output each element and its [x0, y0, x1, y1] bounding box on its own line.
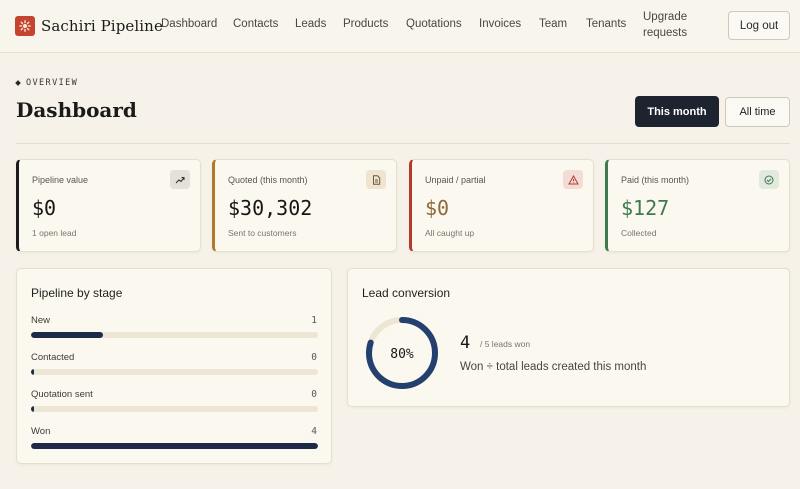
stat-label: Pipeline value [32, 175, 89, 185]
stage-bar-fill [31, 406, 35, 412]
panel-title: Pipeline by stage [31, 286, 123, 300]
stat-card-paid: Paid (this month) $127 Collected [605, 159, 790, 252]
stage-bar-fill [31, 332, 103, 338]
stat-value: $0 [32, 196, 57, 220]
stage-bar-won [31, 443, 318, 449]
stage-bar-fill [31, 369, 35, 375]
stage-count-contacted: 0 [311, 352, 317, 363]
top-navigation-bar: Sachiri Pipeline Dashboard Contacts Lead… [0, 0, 800, 53]
divider [16, 143, 790, 144]
logout-button[interactable]: Log out [728, 11, 790, 40]
donut-percent-label: 80% [390, 347, 414, 362]
stage-count-new: 1 [311, 315, 317, 326]
stat-subtext: All caught up [425, 228, 475, 238]
nav-dashboard[interactable]: Dashboard [161, 18, 218, 30]
conversion-description: Won ÷ total leads created this month [460, 361, 647, 373]
stat-card-pipeline-value: Pipeline value $0 1 open lead [16, 159, 201, 252]
eyebrow-text: OVERVIEW [26, 78, 79, 88]
diamond-icon [15, 80, 21, 86]
brand-logo-icon [15, 16, 35, 36]
nav-tenants[interactable]: Tenants [586, 18, 627, 30]
nav-products[interactable]: Products [343, 18, 389, 30]
brand-name: Sachiri Pipeline [41, 17, 163, 35]
stat-subtext: Sent to customers [228, 228, 297, 238]
trend-up-icon [170, 170, 190, 189]
nav-upgrade-line1: Upgrade [643, 11, 688, 23]
nav-team[interactable]: Team [539, 18, 568, 30]
conversion-total-label: / 5 leads won [480, 339, 531, 349]
pipeline-by-stage-panel: Pipeline by stage New 1 Contacted 0 Quot… [16, 268, 332, 464]
nav-upgrade-line2: requests [643, 27, 688, 39]
nav-contacts[interactable]: Contacts [233, 18, 279, 30]
nav-leads[interactable]: Leads [295, 18, 327, 30]
stage-bar-quotation-sent [31, 406, 318, 412]
range-all-time-button[interactable]: All time [725, 97, 790, 127]
panel-title: Lead conversion [362, 286, 451, 300]
check-circle-icon [759, 170, 779, 189]
donut-progress-arc [366, 317, 438, 389]
stage-count-quotation-sent: 0 [311, 389, 317, 400]
lead-conversion-panel: Lead conversion 80% 4 / 5 leads won Won … [347, 268, 790, 407]
brand[interactable]: Sachiri Pipeline [15, 15, 163, 37]
document-icon [366, 170, 386, 189]
range-this-month-button[interactable]: This month [635, 96, 719, 127]
stage-bar-contacted [31, 369, 318, 375]
stat-subtext: Collected [621, 228, 657, 238]
stat-subtext: 1 open lead [32, 228, 77, 238]
warning-icon [563, 170, 583, 189]
stat-card-quoted: Quoted (this month) $30,302 Sent to cust… [212, 159, 397, 252]
section-eyebrow: OVERVIEW [15, 78, 79, 88]
stage-label-quotation-sent: Quotation sent [31, 389, 93, 400]
conversion-won-count: 4 [460, 333, 471, 353]
stat-card-unpaid: Unpaid / partial $0 All caught up [409, 159, 594, 252]
stage-count-won: 4 [311, 426, 317, 437]
page-title: Dashboard [16, 98, 137, 122]
stage-label-contacted: Contacted [31, 352, 75, 363]
conversion-donut-chart: 80% [366, 317, 438, 389]
stage-label-won: Won [31, 426, 51, 437]
stat-label: Paid (this month) [621, 175, 690, 185]
stat-label: Quoted (this month) [228, 175, 308, 185]
stage-bar-fill [31, 443, 318, 449]
stage-bar-new [31, 332, 318, 338]
stage-label-new: New [31, 315, 51, 326]
stat-value: $127 [621, 196, 670, 220]
nav-quotations[interactable]: Quotations [406, 18, 462, 30]
nav-invoices[interactable]: Invoices [479, 18, 522, 30]
nav-upgrade-requests[interactable]: Upgrade requests [643, 9, 687, 41]
stat-value: $0 [425, 196, 450, 220]
stat-label: Unpaid / partial [425, 175, 486, 185]
stat-value: $30,302 [228, 196, 313, 220]
